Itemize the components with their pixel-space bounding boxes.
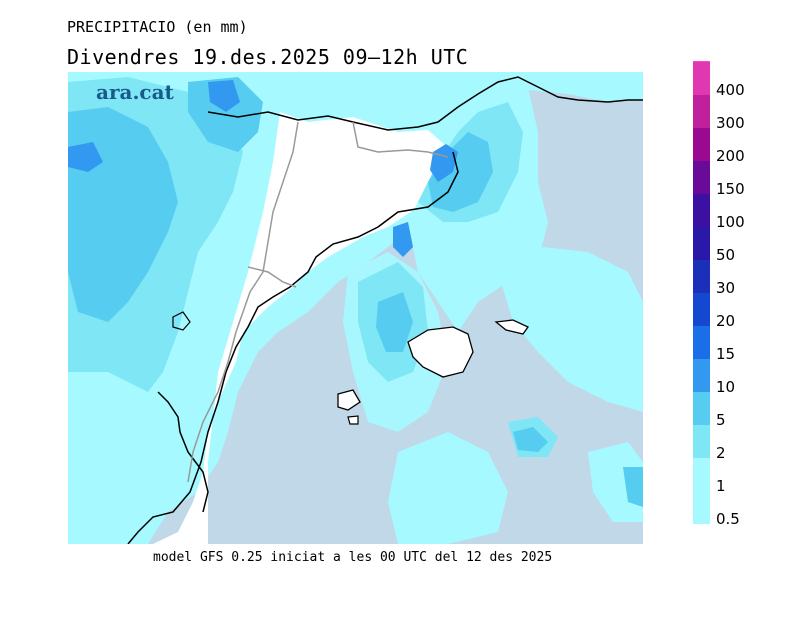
pyrenees-border — [207, 76, 643, 131]
legend-label: 2 — [716, 444, 726, 462]
andorra-border — [352, 121, 449, 158]
legend-swatch — [693, 326, 710, 359]
legend-label: 400 — [716, 81, 745, 99]
formentera — [347, 415, 359, 425]
aragon-border — [187, 121, 299, 483]
precip-band-southeast — [498, 247, 643, 412]
map-canvas — [68, 72, 643, 544]
province-border — [247, 266, 297, 288]
legend-label: 200 — [716, 147, 745, 165]
legend-swatch — [693, 458, 710, 491]
legend-label: 50 — [716, 246, 736, 264]
legend-label: 15 — [716, 345, 736, 363]
legend-swatch — [693, 392, 710, 425]
no-precip-zone — [153, 112, 453, 544]
precip-level-5-sea — [376, 292, 413, 352]
precip-level-10-north — [208, 80, 240, 112]
precip-level-5-east — [428, 132, 493, 212]
legend-label: 0.5 — [716, 510, 740, 528]
precipitation-map — [68, 72, 643, 544]
lake — [172, 311, 191, 331]
legend-label: 1 — [716, 477, 726, 495]
coastline — [127, 151, 459, 544]
precipitation-legend — [693, 61, 710, 524]
legend-swatch — [693, 161, 710, 194]
precip-band-south — [388, 432, 508, 544]
legend-swatch — [693, 95, 710, 128]
legend-swatch — [693, 359, 710, 392]
legend-label: 100 — [716, 213, 745, 231]
ebro-delta-coast — [157, 391, 209, 513]
mallorca — [407, 326, 474, 378]
aracat-logo: ara.cat — [96, 80, 174, 104]
precip-level-10-west — [68, 142, 103, 172]
legend-swatch — [693, 425, 710, 458]
legend-swatch — [693, 293, 710, 326]
map-subtitle: Divendres 19.des.2025 09–12h UTC — [67, 45, 469, 69]
legend-label: 150 — [716, 180, 745, 198]
legend-swatch-top — [693, 61, 710, 62]
legend-label: 30 — [716, 279, 736, 297]
legend-swatch — [693, 260, 710, 293]
precip-level-10-coast — [393, 222, 413, 257]
menorca — [494, 319, 529, 335]
precip-level-5-south — [513, 427, 548, 452]
legend-swatch — [693, 227, 710, 260]
ibiza — [337, 389, 361, 411]
legend-swatch — [693, 128, 710, 161]
precip-level-5-far — [623, 467, 643, 507]
legend-label: 300 — [716, 114, 745, 132]
map-title: PRECIPITACIO (en mm) — [67, 18, 248, 36]
model-footer: model GFS 0.25 iniciat a les 00 UTC del … — [153, 550, 553, 565]
legend-label: 10 — [716, 378, 736, 396]
legend-swatch — [693, 194, 710, 227]
legend-label: 5 — [716, 411, 726, 429]
legend-label: 20 — [716, 312, 736, 330]
legend-swatch — [693, 491, 710, 524]
legend-swatch — [693, 62, 710, 95]
